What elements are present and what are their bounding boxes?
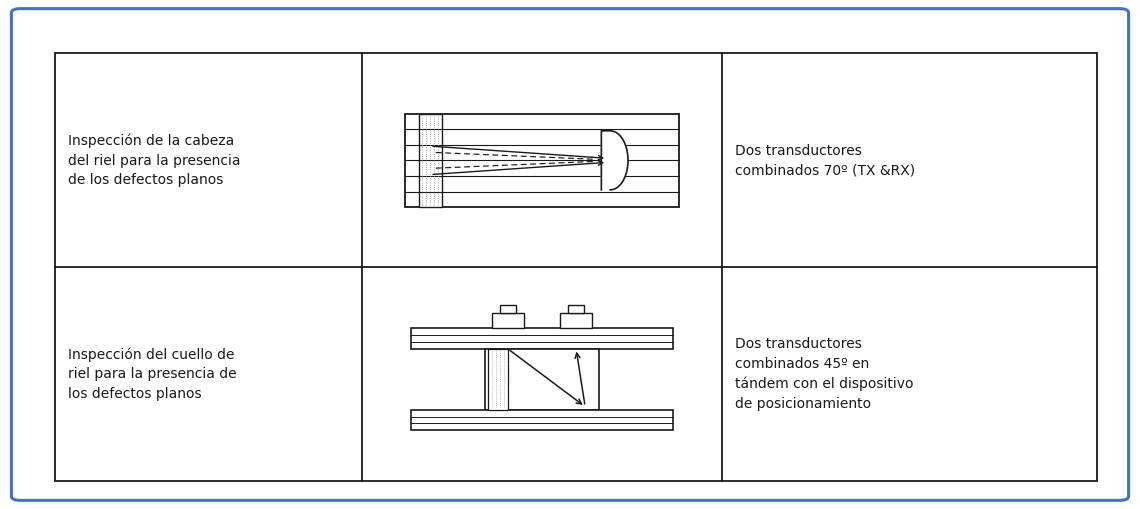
Text: Dos transductores
combinados 70º (TX &RX): Dos transductores combinados 70º (TX &RX…	[735, 144, 915, 177]
Bar	[484, 349, 598, 410]
Text: Inspección del cuello de
riel para la presencia de
los defectos planos: Inspección del cuello de riel para la pr…	[68, 347, 237, 401]
Bar	[55, 53, 1097, 481]
Bar	[499, 305, 515, 313]
Bar	[405, 114, 678, 207]
Bar	[488, 349, 507, 410]
Bar	[418, 114, 441, 207]
FancyBboxPatch shape	[11, 9, 1129, 500]
Text: Inspección de la cabeza
del riel para la presencia
de los defectos planos: Inspección de la cabeza del riel para la…	[68, 133, 241, 187]
Bar	[568, 305, 584, 313]
Bar	[410, 328, 673, 349]
Bar	[410, 410, 673, 430]
Text: Dos transductores
combinados 45º en
tándem con el dispositivo
de posicionamiento: Dos transductores combinados 45º en tánd…	[735, 337, 914, 411]
Bar	[491, 313, 523, 328]
Bar	[560, 313, 592, 328]
Polygon shape	[601, 131, 628, 190]
